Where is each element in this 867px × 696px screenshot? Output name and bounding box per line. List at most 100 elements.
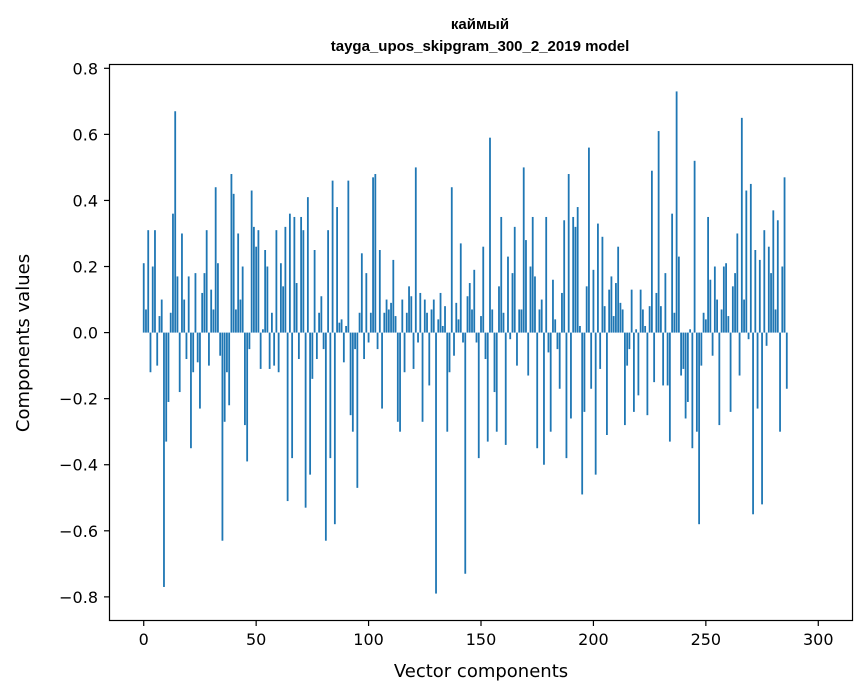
- y-tick-label: 0.2: [73, 258, 98, 277]
- bar-110: [390, 302, 392, 333]
- bar-26: [201, 292, 204, 333]
- bar-169: [522, 167, 525, 333]
- bar-91: [347, 180, 350, 333]
- bar-127: [428, 332, 431, 386]
- bar-132: [439, 292, 442, 333]
- bar-48: [250, 190, 253, 333]
- x-axis-label: Vector components: [394, 661, 568, 682]
- x-tick-label: 300: [803, 630, 834, 649]
- bar-36: [223, 332, 226, 422]
- bar-43: [239, 299, 242, 333]
- bar-95: [356, 332, 359, 488]
- bar-193: [576, 207, 579, 333]
- bar-7: [158, 316, 161, 333]
- bar-147: [473, 269, 476, 333]
- bars-group: [142, 91, 788, 594]
- bar-82: [327, 230, 330, 333]
- bar-148: [475, 332, 478, 343]
- bar-116: [403, 332, 406, 373]
- bar-236: [673, 312, 676, 333]
- bar-221: [639, 289, 642, 333]
- bar-218: [632, 332, 635, 412]
- bar-80: [322, 332, 325, 350]
- bar-58: [273, 332, 276, 366]
- bar-230: [659, 306, 662, 333]
- bar-52: [259, 332, 262, 369]
- bar-30: [210, 289, 213, 333]
- bar-165: [513, 226, 516, 333]
- bar-208: [610, 276, 613, 333]
- bar-38: [228, 332, 231, 406]
- bar-205: [603, 306, 606, 333]
- bar-199: [590, 332, 593, 389]
- bar-188: [565, 332, 568, 459]
- bar-153: [486, 332, 489, 442]
- x-tick-label: 100: [353, 630, 384, 649]
- bar-131: [437, 319, 440, 333]
- chart-title: каймый: [451, 16, 509, 33]
- bar-139: [455, 302, 458, 333]
- bar-257: [720, 309, 723, 333]
- bar-107: [383, 312, 386, 333]
- bar-41: [235, 309, 237, 333]
- bar-23: [194, 273, 197, 333]
- bar-282: [776, 220, 779, 333]
- bar-273: [756, 332, 759, 409]
- bar-45: [244, 332, 246, 426]
- bar-237: [675, 91, 678, 333]
- bar-21: [190, 332, 192, 449]
- bar-74: [309, 332, 312, 475]
- bar-87: [338, 322, 341, 333]
- bar-258: [722, 266, 725, 333]
- bar-72: [304, 332, 307, 508]
- bar-102: [372, 177, 374, 333]
- bar-242: [686, 332, 689, 402]
- bar-115: [401, 299, 404, 333]
- bar-279: [770, 273, 772, 333]
- bar-269: [747, 332, 750, 340]
- bar-166: [516, 332, 518, 366]
- bar-79: [320, 296, 323, 333]
- bar-212: [619, 302, 622, 333]
- bar-10: [165, 332, 168, 442]
- bar-44: [241, 266, 244, 333]
- bar-268: [745, 190, 748, 333]
- bar-149: [477, 332, 480, 459]
- bar-170: [525, 240, 527, 333]
- bar-57: [270, 312, 273, 333]
- bar-35: [221, 332, 224, 541]
- bar-229: [657, 131, 660, 333]
- bar-54: [264, 250, 267, 333]
- bar-253: [711, 332, 714, 356]
- bar-160: [502, 312, 505, 333]
- bar-14: [174, 111, 177, 333]
- bar-92: [349, 332, 352, 416]
- bar-248: [700, 332, 703, 366]
- bar-60: [277, 332, 280, 373]
- bar-125: [423, 299, 426, 333]
- bar-146: [471, 309, 473, 333]
- bar-171: [527, 332, 530, 376]
- bar-270: [749, 183, 752, 333]
- bar-159: [500, 216, 503, 333]
- bar-204: [601, 236, 604, 333]
- bar-155: [491, 309, 494, 333]
- bar-101: [369, 312, 372, 333]
- bar-62: [282, 286, 285, 333]
- bar-22: [192, 332, 195, 373]
- bar-203: [599, 332, 602, 369]
- bar-68: [295, 283, 298, 333]
- bar-94: [354, 332, 356, 350]
- bar-163: [509, 332, 512, 340]
- bar-77: [315, 332, 318, 360]
- bar-145: [468, 283, 471, 333]
- bar-174: [534, 276, 536, 333]
- bar-85: [333, 332, 336, 525]
- bar-278: [767, 246, 770, 333]
- bar-220: [637, 332, 640, 396]
- bar-16: [178, 332, 181, 393]
- bar-245: [693, 160, 696, 333]
- bar-71: [302, 230, 305, 333]
- bar-117: [405, 312, 408, 333]
- bar-264: [736, 233, 739, 333]
